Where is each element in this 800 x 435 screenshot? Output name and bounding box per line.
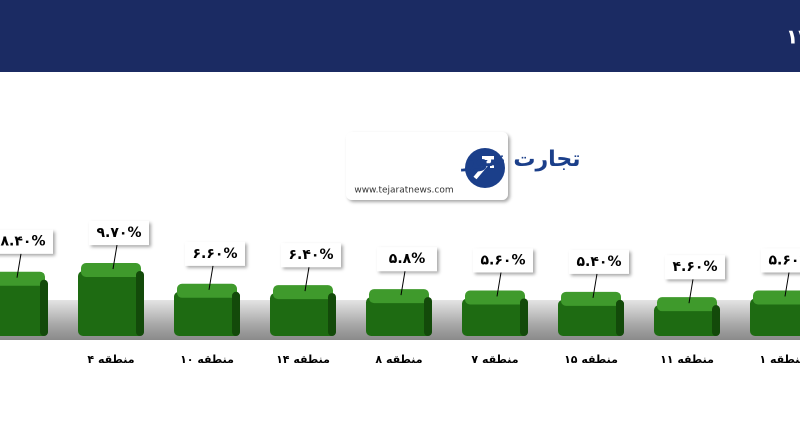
bar — [366, 289, 432, 336]
leader-line — [16, 253, 22, 278]
x-tick-label: منطقه ۸ — [375, 353, 422, 366]
leader-line — [688, 279, 694, 304]
header — [0, 0, 800, 72]
x-tick-label: منطقه ۱ — [759, 353, 800, 366]
x-tick-label: منطقه ۷ — [471, 353, 518, 366]
value-label: ۴.۶۰% — [673, 259, 718, 275]
x-tick-label: منطقه ۱۱ — [660, 353, 714, 366]
value-label-box — [665, 255, 725, 280]
logo-url: www.tejaratnews.com — [354, 186, 453, 196]
chart-title: ع مناطق شهر تهران برحسب سهم از تعداد معا… — [786, 25, 800, 49]
x-tick-label: منطقه ۴ — [87, 353, 134, 366]
bar — [0, 271, 48, 336]
leader-line — [304, 267, 310, 292]
value-label: ۵.۸% — [389, 251, 425, 267]
leader-line — [784, 272, 790, 297]
bar — [750, 290, 800, 336]
value-label-box — [89, 221, 149, 246]
value-label-box — [185, 241, 245, 266]
value-label: ۶.۴۰% — [289, 247, 334, 263]
logo-arrow — [473, 156, 494, 180]
value-label-box — [473, 248, 533, 273]
logo-text: تجارت نیوز — [461, 147, 581, 172]
value-label: ۸.۴۰% — [1, 234, 46, 250]
leader-line — [496, 272, 502, 297]
leader-line — [208, 265, 214, 290]
x-tick-label: منطقه ۱۵ — [564, 353, 618, 366]
value-label: ۵.۶۰% — [481, 252, 526, 268]
logo-box — [346, 132, 508, 200]
value-label-box — [761, 248, 800, 273]
bar — [174, 283, 240, 336]
value-label: ۵.۴۰% — [577, 254, 622, 270]
value-label: ۹.۷۰% — [97, 225, 142, 241]
leader-line — [400, 271, 406, 296]
bar — [654, 297, 720, 336]
leader-line — [112, 244, 118, 270]
value-label-box — [377, 247, 437, 272]
bar — [78, 263, 144, 336]
x-tick-label: منطقه ۱۴ — [276, 353, 330, 366]
value-label: ۶.۶۰% — [193, 246, 238, 262]
logo: تجارت نیوز www.tejaratnews.com — [346, 132, 581, 200]
leader-line — [592, 273, 598, 298]
x-tick-label: منطقه ۱۰ — [180, 353, 234, 366]
value-label-box — [281, 243, 341, 268]
value-label: ۵.۶۰% — [769, 252, 800, 268]
bar — [558, 291, 624, 336]
bar — [462, 290, 528, 336]
bar — [270, 285, 336, 336]
value-label-box — [569, 249, 629, 274]
value-label-box — [0, 229, 53, 254]
